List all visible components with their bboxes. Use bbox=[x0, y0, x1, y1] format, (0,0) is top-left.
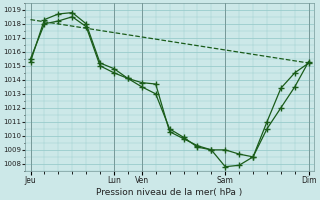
X-axis label: Pression niveau de la mer( hPa ): Pression niveau de la mer( hPa ) bbox=[96, 188, 243, 197]
